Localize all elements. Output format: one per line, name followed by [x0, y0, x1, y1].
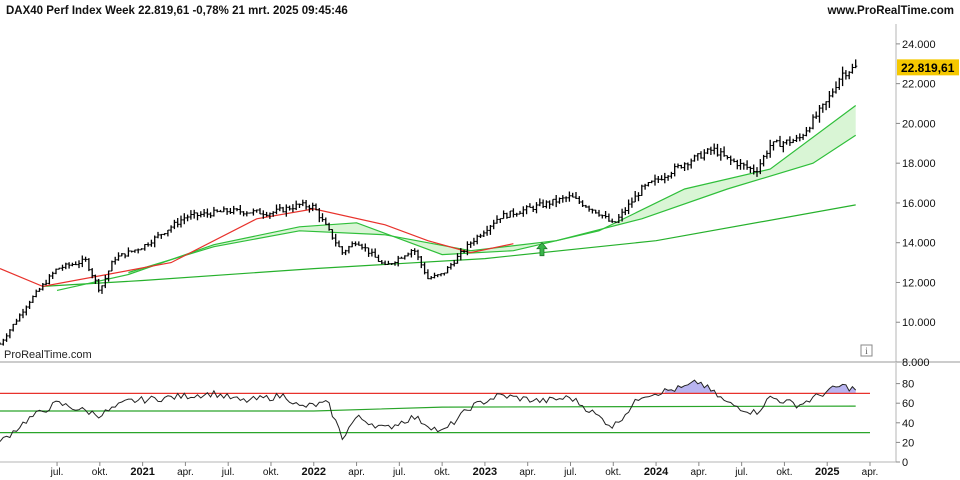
buy-signal-arrow-icon: [536, 242, 548, 257]
time-axis-tick-label: 2024: [644, 466, 669, 478]
time-axis-tick-label: apr.: [348, 467, 365, 478]
last-price-badge: [897, 59, 959, 76]
price-axis: 24.000 22.000 20.000 18.000 16.000 14.000 12.0…: [896, 39, 959, 369]
price-axis-tick-label: 10.000: [902, 317, 936, 329]
svg-text:i: i: [865, 346, 868, 356]
oscillator-axis-tick-label: 20: [902, 437, 914, 449]
price-axis-tick-label: 8.000: [902, 357, 930, 369]
time-axis-tick-label: jul.: [392, 467, 406, 478]
watermark: ProRealTime.com: [4, 349, 92, 361]
time-axis-tick-label: okt.: [263, 467, 279, 478]
time-axis-tick-label: okt.: [605, 467, 621, 478]
time-axis-tick-label: jul.: [50, 467, 64, 478]
price-axis-tick-label: 12.000: [902, 277, 936, 289]
time-axis-tick-label: 2023: [473, 466, 497, 478]
oscillator-axis-tick-label: 60: [902, 398, 914, 410]
price-axis-tick-label: 24.000: [902, 39, 936, 51]
last-price-label: 22.819,61: [901, 61, 955, 75]
price-axis-tick-label: 16.000: [902, 198, 936, 210]
time-axis: jul. okt. 2021 apr. jul. okt. 2022 apr. jul. okt.…: [50, 462, 879, 478]
price-axis-tick-label: 18.000: [902, 158, 936, 170]
oscillator-overbought-fill: [184, 380, 856, 394]
time-axis-tick-label: jul.: [734, 467, 748, 478]
oscillator-line: [0, 379, 857, 442]
time-axis-tick-label: jul.: [221, 467, 235, 478]
price-axis-tick-label: 22.000: [902, 79, 936, 91]
time-axis-tick-label: apr.: [177, 467, 194, 478]
oscillator-axis-tick-label: 0: [902, 457, 908, 469]
ma-red-line: [0, 208, 514, 288]
oscillator-panel: [0, 379, 870, 442]
time-axis-tick-label: okt.: [92, 467, 108, 478]
price-axis-tick-label: 20.000: [902, 118, 936, 130]
oscillator-axis-tick-label: 80: [902, 379, 914, 391]
ma-green-fast-line: [56, 105, 857, 291]
ma-green-slow-line: [42, 204, 856, 287]
time-axis-tick-label: apr.: [691, 467, 708, 478]
oscillator-axis-tick-label: 40: [902, 418, 914, 430]
time-axis-tick-label: apr.: [519, 467, 536, 478]
chart-title: DAX40 Perf Index Week 22.819,61 -0,78% 2…: [6, 5, 348, 17]
info-icon[interactable]: i: [860, 344, 873, 357]
time-axis-tick-label: 2025: [815, 466, 839, 478]
chart-header: DAX40 Perf Index Week 22.819,61 -0,78% 2…: [0, 0, 960, 22]
time-axis-tick-label: okt.: [776, 467, 792, 478]
oscillator-axis: 80 60 40 20 0: [896, 379, 914, 469]
brand-link[interactable]: www.ProRealTime.com: [827, 5, 954, 17]
time-axis-tick-label: 2021: [130, 466, 154, 478]
time-axis-tick-label: okt.: [434, 467, 450, 478]
price-panel: [0, 59, 858, 346]
ma-cloud: [128, 105, 856, 275]
price-axis-tick-label: 14.000: [902, 238, 936, 250]
time-axis-tick-label: apr.: [862, 467, 879, 478]
oscillator-signal-line: [0, 405, 856, 412]
time-axis-tick-label: 2022: [302, 466, 326, 478]
time-axis-tick-label: jul.: [563, 467, 577, 478]
ma-green-mid-line: [128, 134, 857, 274]
